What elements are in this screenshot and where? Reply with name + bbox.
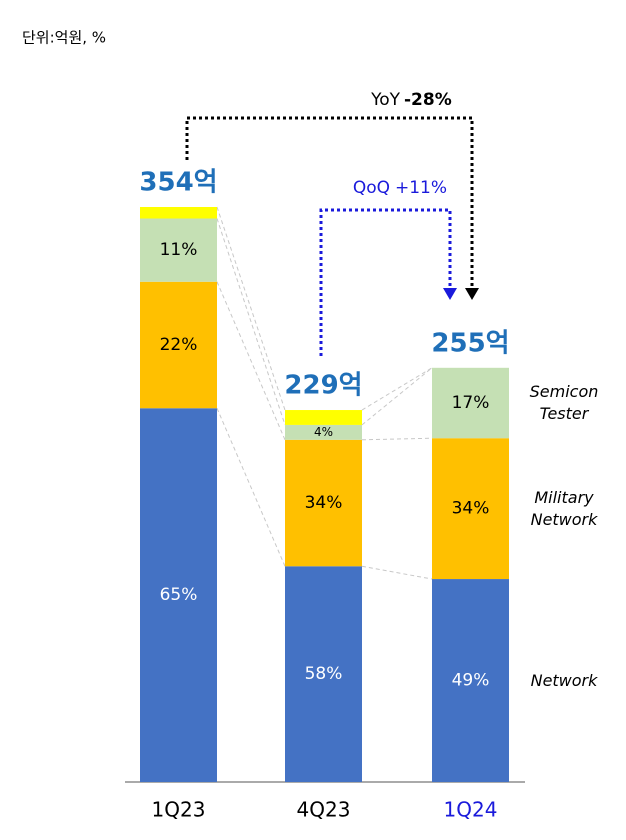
segment-label: 22% (160, 335, 198, 355)
yoy-arrowhead (465, 288, 479, 300)
segment-label: 65% (160, 585, 198, 605)
yoy-label: YoY (370, 90, 401, 110)
segment-label: 11% (160, 240, 198, 260)
bar-segment (140, 408, 217, 782)
x-tick-label: 1Q24 (444, 798, 498, 822)
connector (216, 408, 286, 567)
bar-segment (285, 439, 362, 567)
total-label: 354억 (139, 168, 217, 198)
segment-label: 34% (305, 493, 343, 513)
total-label: 255억 (431, 328, 509, 358)
qoq-label: QoQ (353, 178, 390, 198)
bar-segment (432, 367, 509, 439)
x-tick-label: 4Q23 (297, 798, 351, 822)
segment-label: 17% (452, 393, 490, 413)
yoy-arrow (185, 116, 474, 292)
bar-segment (140, 281, 217, 409)
segment-label: 4% (314, 425, 333, 439)
connector (216, 281, 286, 440)
bar-segment (432, 438, 509, 580)
legend-label: Network (530, 670, 598, 690)
total-label: 229억 (284, 371, 362, 401)
qoq-arrow (319, 208, 452, 356)
segment-label: 58% (305, 664, 343, 684)
qoq-value: +11% (395, 178, 447, 198)
segment-label: 49% (452, 671, 490, 691)
legend-label: Semicon Tester (529, 382, 599, 423)
bar-segment (285, 424, 362, 440)
segment-label: 34% (452, 499, 490, 519)
bar-segment (285, 410, 362, 425)
bar-segment (140, 218, 217, 282)
connector (216, 206, 286, 411)
bar-segment (432, 579, 509, 782)
unit-label: 단위:억원, % (22, 29, 106, 47)
connector (361, 367, 433, 411)
bar-segment (285, 566, 362, 782)
x-tick-label: 1Q23 (152, 798, 206, 822)
qoq-arrowhead (443, 288, 457, 300)
yoy-value: -28% (404, 90, 452, 110)
connector (216, 218, 286, 426)
bar-segment (140, 207, 217, 219)
connector (361, 565, 433, 580)
connector (361, 437, 433, 441)
connector (361, 367, 433, 426)
legend-label: Military Network (530, 487, 598, 529)
